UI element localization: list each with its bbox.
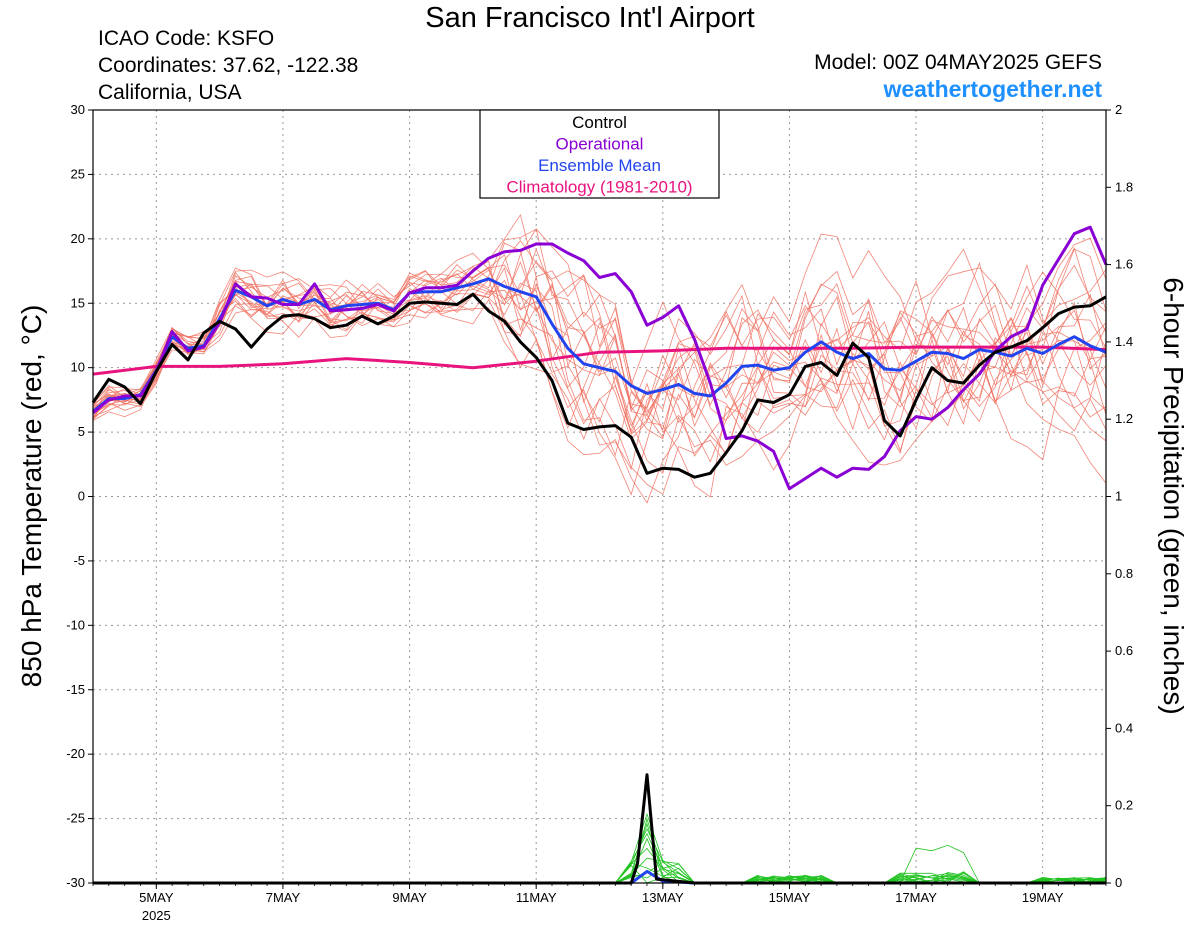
- model-run-text: Model: 00Z 04MAY2025 GEFS: [814, 51, 1102, 74]
- ensemble-member-temperature-line: [92, 266, 1107, 461]
- region-text: California, USA: [98, 81, 242, 104]
- y-axis-label-left: 850 hPa Temperature (red, °C): [16, 304, 47, 688]
- ensemble-member-temperature-line: [92, 282, 1107, 504]
- y2-tick-label: 1.6: [1115, 257, 1133, 272]
- x-tick-label: 9MAY: [392, 890, 427, 905]
- y2-tick-label: 0.8: [1115, 566, 1133, 581]
- y-tick-label: 0: [78, 489, 85, 504]
- x-tick-label: 19MAY: [1022, 890, 1064, 905]
- ensemble-member-temperature-line: [92, 248, 1107, 484]
- y-tick-label: -5: [73, 553, 85, 568]
- ensemble-member-precip-line: [599, 812, 1107, 884]
- series-lines: [91, 225, 1108, 885]
- x-tick-label: 17MAY: [895, 890, 937, 905]
- legend: Control Operational Ensemble Mean Climatolo…: [479, 109, 720, 199]
- legend-entry: Ensemble Mean: [538, 156, 661, 175]
- ensemble-member-precip-line: [599, 832, 1107, 884]
- series-line-control-precipitation: [93, 773, 1106, 885]
- legend-entry: Control: [572, 113, 627, 132]
- ensemble-member-precip-line: [599, 847, 1107, 884]
- ensemble-member-precip-line: [599, 817, 1107, 884]
- grid-lines: [93, 110, 1106, 883]
- ensemble-member-precip-line: [599, 822, 1107, 884]
- y2-tick-label: 0.6: [1115, 643, 1133, 658]
- x-tick-label: 15MAY: [769, 890, 811, 905]
- ensemble-member-temperature-line: [92, 228, 1107, 435]
- y-tick-label: -30: [66, 875, 85, 890]
- y-tick-label: 5: [78, 424, 85, 439]
- chart-title: San Francisco Int'l Airport: [425, 2, 755, 34]
- y-tick-label: 10: [71, 360, 85, 375]
- ensemble-member-temperature-line: [92, 260, 1107, 413]
- legend-box: [479, 109, 720, 199]
- x-tick-sublabel: 2025: [142, 908, 171, 923]
- y-axis-label-right: 6-hour Precipitation (green, inches): [1158, 277, 1189, 715]
- y2-tick-label: 0: [1115, 875, 1122, 890]
- series-line-operational: [92, 225, 1108, 491]
- y-tick-label: 30: [71, 102, 85, 117]
- y2-tick-label: 1.4: [1115, 334, 1133, 349]
- legend-entry: Operational: [556, 135, 644, 154]
- ensemble-member-temperature-line: [92, 240, 1107, 455]
- y-tick-label: -20: [66, 746, 85, 761]
- y-tick-label: 25: [71, 166, 85, 181]
- ensemble-member-temperature-line: [92, 260, 1107, 457]
- y2-tick-label: 2: [1115, 102, 1122, 117]
- x-tick-label: 5MAY: [139, 890, 174, 905]
- x-tick-label: 11MAY: [516, 890, 557, 905]
- y2-tick-label: 1: [1115, 489, 1122, 504]
- series-line-climatology-1981-2010: [92, 345, 1107, 376]
- x-tick-label: 13MAY: [642, 890, 684, 905]
- ensemble-member-temperature-line: [92, 254, 1107, 474]
- y-tick-label: -25: [66, 811, 85, 826]
- y2-tick-label: 0.4: [1115, 720, 1133, 735]
- website-link[interactable]: weathertogether.net: [883, 76, 1102, 102]
- y-tick-label: -15: [66, 682, 85, 697]
- axis-ticks: 302520151050-5-10-15-20-25-3021.81.61.41…: [66, 102, 1133, 923]
- ensemble-member-temperature-line: [92, 279, 1107, 439]
- ensemble-member-lines: [92, 213, 1107, 884]
- y-tick-label: 15: [71, 295, 85, 310]
- coordinates-text: Coordinates: 37.62, -122.38: [98, 54, 359, 77]
- icao-code-text: ICAO Code: KSFO: [98, 27, 275, 50]
- y2-tick-label: 1.8: [1115, 179, 1133, 194]
- y2-tick-label: 1.2: [1115, 411, 1133, 426]
- y2-tick-label: 0.2: [1115, 798, 1133, 813]
- x-tick-label: 7MAY: [266, 890, 301, 905]
- legend-entry: Climatology (1981-2010): [506, 178, 692, 197]
- y-tick-label: 20: [71, 231, 85, 246]
- ensemble-member-temperature-line: [92, 242, 1107, 498]
- series-line-control: [91, 292, 1107, 479]
- series-line-ensemble-mean: [92, 277, 1107, 413]
- y-tick-label: -10: [66, 617, 85, 632]
